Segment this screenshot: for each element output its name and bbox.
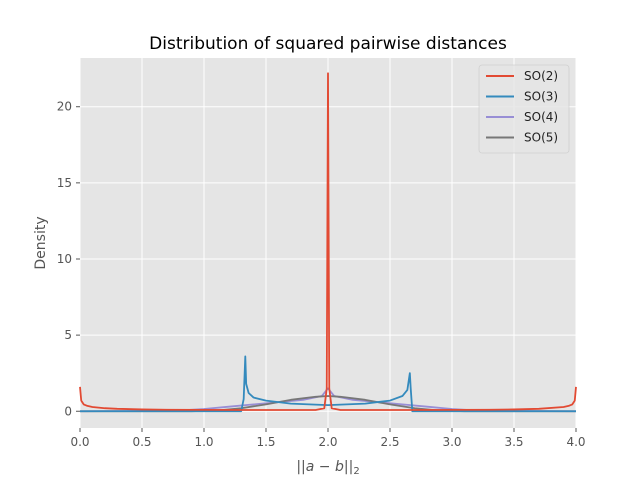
series-line-so4: [79, 387, 577, 413]
x-tick-label: 4.0: [566, 435, 585, 449]
y-axis-label: Density: [33, 216, 49, 269]
x-tick-label: 1.5: [256, 435, 275, 449]
y-tick-label: 5: [64, 328, 72, 342]
x-tick-label: 0.5: [132, 435, 151, 449]
legend-label: SO(5): [524, 131, 558, 145]
y-tick-label: 20: [57, 100, 72, 114]
y-tick-label: 0: [64, 404, 72, 418]
legend: SO(2) SO(3) SO(4) SO(5): [478, 64, 570, 154]
legend-label: SO(3): [524, 90, 558, 104]
legend-box: [478, 64, 570, 154]
x-tick-label: 3.5: [504, 435, 523, 449]
x-tick-label: 1.0: [194, 435, 213, 449]
y-tick-label: 10: [57, 252, 72, 266]
y-tick-label: 15: [57, 176, 72, 190]
x-tick-label: 0.0: [70, 435, 89, 449]
axis-ticks: 0.0 0.5 1.0 1.5 2.0 2.5 3.0 3.5 4.0 0 5 10 15 20: [57, 100, 586, 449]
legend-label: SO(4): [524, 110, 558, 124]
x-tick-label: 3.0: [442, 435, 461, 449]
x-tick-label: 2.0: [318, 435, 337, 449]
series-lines: [79, 72, 577, 413]
series-line-so3: [80, 355, 576, 413]
series-line-so2: [79, 72, 577, 411]
x-axis-label: ||a − b||2: [296, 459, 359, 477]
legend-label: SO(2): [524, 69, 558, 83]
x-tick-label: 2.5: [380, 435, 399, 449]
chart-title: Distribution of squared pairwise distanc…: [149, 34, 507, 54]
